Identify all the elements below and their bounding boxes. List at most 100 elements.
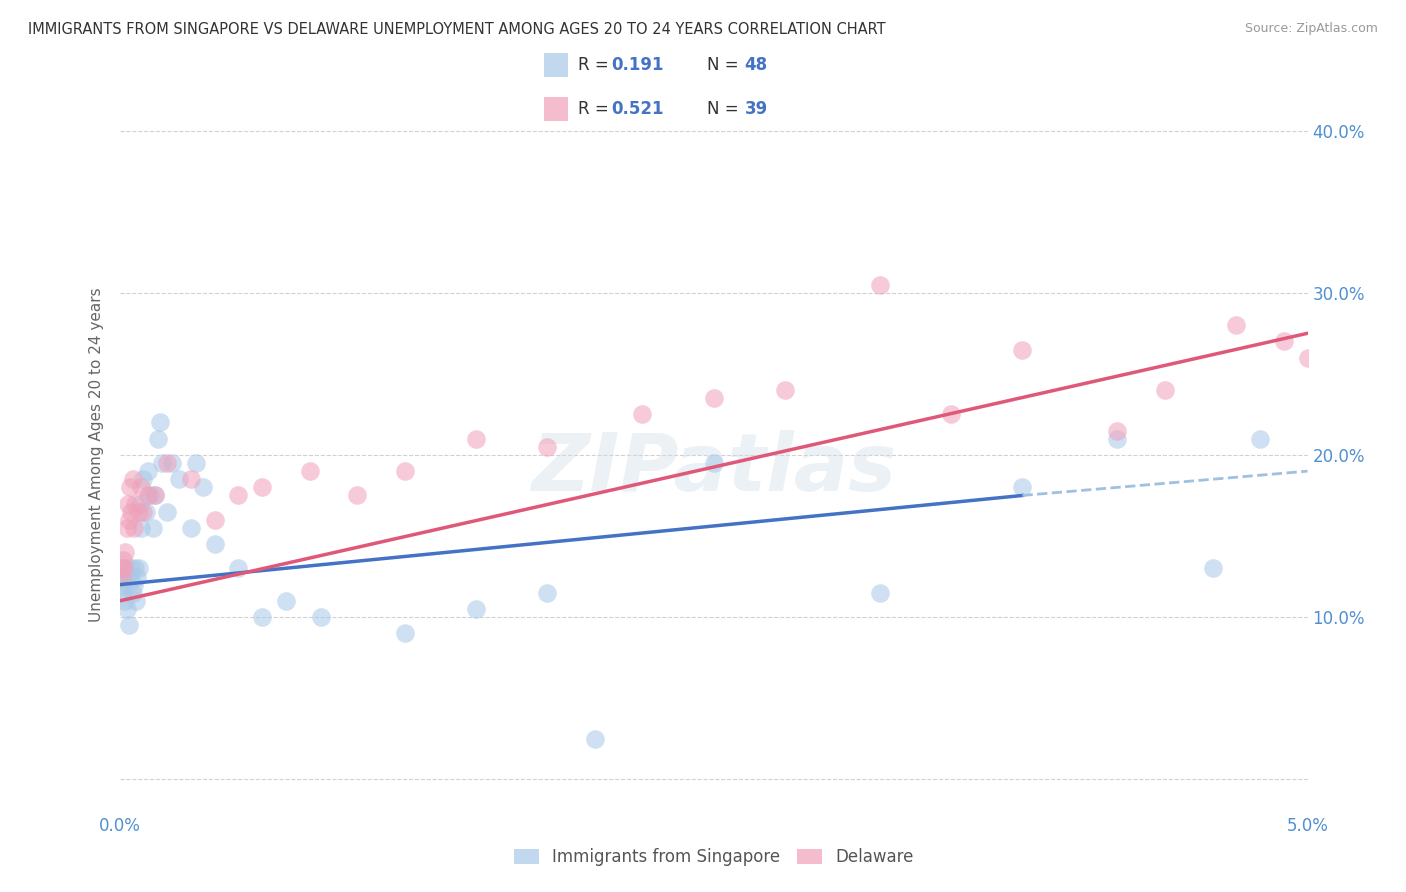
Point: [111, 569, 134, 583]
Point: [129, 521, 152, 535]
Point: [869, 586, 891, 600]
Point: [1107, 424, 1129, 438]
Point: [143, 488, 166, 502]
Point: [274, 594, 297, 608]
Point: [117, 577, 139, 591]
Point: [1249, 432, 1271, 446]
Point: [115, 602, 138, 616]
Point: [583, 731, 606, 746]
Point: [298, 464, 321, 478]
Point: [702, 391, 725, 405]
Point: [146, 432, 169, 446]
Point: [110, 561, 132, 575]
Point: [132, 472, 155, 486]
Point: [128, 505, 150, 519]
Point: [184, 456, 207, 470]
Point: [1154, 383, 1177, 397]
Point: [250, 480, 273, 494]
Point: [120, 561, 142, 575]
Point: [394, 464, 416, 478]
Point: [228, 488, 250, 502]
Point: [129, 480, 152, 494]
Point: [124, 497, 146, 511]
Point: [346, 488, 368, 502]
Point: [117, 497, 139, 511]
Point: [114, 545, 136, 559]
Point: [125, 594, 148, 608]
Point: [702, 456, 725, 470]
Point: [228, 561, 250, 575]
Point: [136, 488, 159, 502]
Point: [120, 569, 142, 583]
Point: [204, 537, 226, 551]
Point: [112, 577, 135, 591]
Point: [111, 586, 134, 600]
Point: [464, 602, 486, 616]
Point: [127, 569, 149, 583]
Point: [1225, 318, 1247, 333]
Point: [311, 610, 333, 624]
Text: 39: 39: [745, 100, 768, 118]
Point: [1011, 480, 1033, 494]
Y-axis label: Unemployment Among Ages 20 to 24 years: Unemployment Among Ages 20 to 24 years: [89, 287, 104, 623]
Point: [149, 416, 172, 430]
Point: [120, 480, 142, 494]
Point: [1272, 334, 1295, 349]
Bar: [544, 97, 568, 120]
Point: [150, 456, 173, 470]
Point: [121, 472, 143, 486]
Point: [121, 586, 143, 600]
Point: [1107, 432, 1129, 446]
Point: [115, 521, 138, 535]
Point: [120, 505, 142, 519]
Point: [136, 464, 159, 478]
Point: [112, 561, 135, 575]
Point: [631, 408, 654, 422]
Point: [1296, 351, 1319, 365]
Point: [869, 277, 891, 292]
Point: [536, 586, 558, 600]
Text: Source: ZipAtlas.com: Source: ZipAtlas.com: [1244, 22, 1378, 36]
Point: [156, 456, 179, 470]
Point: [1201, 561, 1223, 575]
Point: [118, 618, 141, 632]
Text: 0.191: 0.191: [612, 56, 664, 74]
Point: [135, 505, 157, 519]
Point: [142, 521, 165, 535]
Point: [110, 569, 132, 583]
Point: [939, 408, 962, 422]
Point: [118, 513, 141, 527]
Text: R =: R =: [578, 100, 613, 118]
Point: [139, 488, 162, 502]
Point: [167, 472, 190, 486]
Text: N =: N =: [707, 100, 744, 118]
Point: [124, 561, 146, 575]
Point: [180, 521, 202, 535]
Point: [122, 577, 145, 591]
Text: R =: R =: [578, 56, 613, 74]
Point: [156, 505, 179, 519]
Bar: [544, 54, 568, 77]
Text: IMMIGRANTS FROM SINGAPORE VS DELAWARE UNEMPLOYMENT AMONG AGES 20 TO 24 YEARS COR: IMMIGRANTS FROM SINGAPORE VS DELAWARE UN…: [28, 22, 886, 37]
Point: [122, 521, 145, 535]
Point: [191, 480, 214, 494]
Point: [128, 497, 150, 511]
Point: [132, 505, 155, 519]
Point: [112, 553, 135, 567]
Point: [464, 432, 486, 446]
Point: [180, 472, 202, 486]
Point: [394, 626, 416, 640]
Point: [1011, 343, 1033, 357]
Point: [536, 440, 558, 454]
Legend: Immigrants from Singapore, Delaware: Immigrants from Singapore, Delaware: [505, 840, 922, 875]
Point: [160, 456, 183, 470]
Text: 48: 48: [745, 56, 768, 74]
Point: [143, 488, 166, 502]
Text: 0.521: 0.521: [612, 100, 664, 118]
Text: ZIPatlas: ZIPatlas: [531, 430, 896, 508]
Point: [250, 610, 273, 624]
Point: [204, 513, 226, 527]
Point: [112, 561, 135, 575]
Point: [128, 561, 150, 575]
Point: [773, 383, 796, 397]
